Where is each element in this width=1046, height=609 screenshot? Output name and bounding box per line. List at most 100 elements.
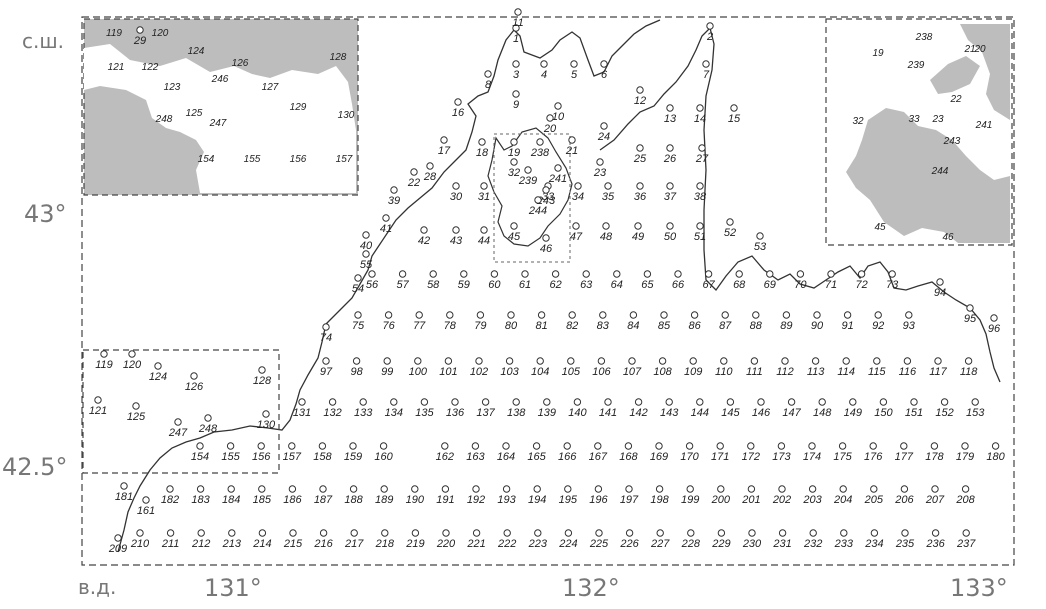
station-149: 149 bbox=[844, 398, 862, 419]
station-marker bbox=[540, 60, 548, 68]
station-marker bbox=[704, 270, 713, 278]
station-label: 92 bbox=[872, 320, 884, 332]
station-label: 90 bbox=[811, 320, 824, 332]
station-marker bbox=[362, 231, 370, 239]
station-187: 187 bbox=[314, 485, 333, 506]
station-marker bbox=[634, 222, 642, 230]
station-marker bbox=[702, 60, 710, 68]
station-label: 72 bbox=[855, 279, 867, 291]
station-67: 67 bbox=[702, 270, 716, 291]
station-marker bbox=[512, 398, 520, 406]
station-label: 156 bbox=[252, 451, 271, 463]
station-112: 112 bbox=[776, 357, 794, 378]
station-marker bbox=[510, 138, 518, 146]
station-label: 232 bbox=[803, 538, 822, 550]
station-label: 9 bbox=[513, 99, 519, 111]
station-104: 104 bbox=[531, 357, 549, 378]
station-marker bbox=[595, 529, 603, 537]
station-158: 158 bbox=[313, 442, 332, 463]
station-label: 49 bbox=[632, 231, 644, 243]
station-label: 166 bbox=[558, 451, 577, 463]
station-215: 215 bbox=[283, 529, 303, 550]
station-label: 145 bbox=[721, 407, 740, 419]
station-label: 88 bbox=[750, 320, 763, 332]
station-marker bbox=[674, 270, 682, 278]
station-label: 239 bbox=[518, 175, 537, 187]
station-marker bbox=[936, 278, 944, 286]
station-marker bbox=[510, 158, 518, 166]
station-label: 83 bbox=[597, 320, 610, 332]
station-label: 11 bbox=[512, 17, 523, 29]
station-207: 207 bbox=[925, 485, 945, 506]
station-marker bbox=[318, 442, 327, 450]
station-132: 132 bbox=[323, 398, 342, 419]
station-225: 225 bbox=[589, 529, 609, 550]
station-marker bbox=[542, 234, 550, 242]
station-label: 159 bbox=[344, 451, 362, 463]
station-81: 81 bbox=[535, 311, 548, 332]
station-marker bbox=[534, 196, 542, 204]
station-label: 48 bbox=[600, 231, 613, 243]
station-50: 50 bbox=[664, 222, 677, 243]
station-marker bbox=[537, 311, 546, 319]
station-label: 211 bbox=[161, 538, 180, 550]
station-label: 5 bbox=[571, 69, 578, 81]
station-label: 244 bbox=[528, 205, 547, 217]
station-183: 183 bbox=[191, 485, 211, 506]
station-marker bbox=[197, 529, 205, 537]
station-label: 103 bbox=[500, 366, 519, 378]
station-35: 35 bbox=[602, 182, 615, 203]
station-marker bbox=[966, 304, 974, 312]
inset-right-coast bbox=[960, 24, 1010, 120]
station-75: 75 bbox=[352, 311, 365, 332]
station-marker bbox=[931, 529, 940, 537]
station-marker bbox=[426, 162, 434, 170]
station-72: 72 bbox=[855, 270, 868, 291]
station-label: 38 bbox=[694, 191, 707, 203]
station-138: 138 bbox=[507, 398, 526, 419]
station-label: 212 bbox=[191, 538, 210, 550]
station-marker bbox=[696, 398, 704, 406]
station-label: 227 bbox=[650, 538, 670, 550]
station-marker bbox=[472, 529, 481, 537]
station-154: 154 bbox=[191, 442, 209, 463]
station-90: 90 bbox=[811, 311, 824, 332]
station-label: 176 bbox=[864, 451, 883, 463]
station-marker bbox=[613, 270, 621, 278]
station-141: 141 bbox=[599, 398, 617, 419]
station-84: 84 bbox=[627, 311, 640, 332]
station-100: 100 bbox=[409, 357, 428, 378]
station-marker bbox=[475, 357, 483, 365]
station-label: 108 bbox=[653, 366, 672, 378]
station-marker bbox=[454, 98, 462, 106]
station-marker bbox=[196, 485, 205, 493]
station-label: 70 bbox=[794, 279, 807, 291]
station-marker bbox=[665, 398, 673, 406]
station-marker bbox=[481, 398, 490, 406]
lat-unit-label: с.ш. bbox=[22, 29, 64, 53]
station-label: 140 bbox=[568, 407, 587, 419]
station-label: 4 bbox=[541, 69, 547, 81]
inset-left-label-129: 129 bbox=[290, 102, 307, 113]
station-113: 113 bbox=[807, 357, 825, 378]
station-170: 170 bbox=[680, 442, 700, 463]
station-marker bbox=[934, 357, 942, 365]
station-80: 80 bbox=[505, 311, 518, 332]
station-label: 8 bbox=[485, 79, 492, 91]
station-marker bbox=[570, 60, 578, 68]
station-label: 85 bbox=[658, 320, 671, 332]
station-label: 229 bbox=[711, 538, 730, 550]
station-60: 60 bbox=[488, 270, 501, 291]
station-156: 156 bbox=[252, 442, 271, 463]
station-203: 203 bbox=[802, 485, 823, 506]
station-marker bbox=[756, 232, 764, 240]
station-marker bbox=[502, 442, 510, 450]
station-marker bbox=[226, 442, 235, 450]
station-86: 86 bbox=[688, 311, 702, 332]
inset-left-label-127: 127 bbox=[262, 82, 279, 93]
station-marker bbox=[964, 357, 973, 365]
station-marker bbox=[359, 398, 367, 406]
station-marker bbox=[568, 136, 576, 144]
station-238: 238 bbox=[530, 138, 550, 159]
